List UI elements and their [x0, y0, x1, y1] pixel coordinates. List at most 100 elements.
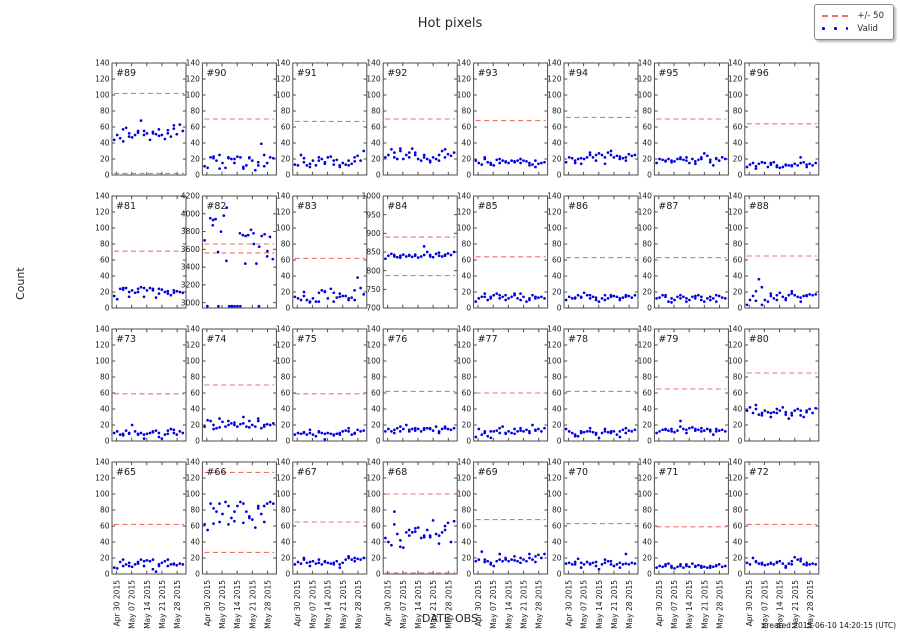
data-point [362, 149, 366, 153]
data-point [175, 433, 179, 436]
data-point [766, 563, 770, 566]
data-point [422, 534, 426, 537]
data-point [492, 293, 496, 297]
data-point [784, 566, 788, 569]
x-tick-label: May 14 2015 [143, 580, 152, 629]
svg-text:950: 950 [366, 210, 381, 219]
data-point [320, 289, 324, 292]
data-point [392, 523, 396, 526]
subplot-67: 0 20 40 60 80 100 120 140 Apr 30 2015 May 07 2015… [276, 458, 368, 629]
data-point [166, 558, 170, 561]
x-tick-label: Apr 30 2015 [112, 580, 121, 627]
x-axis-label: DATE-OBS [422, 612, 478, 625]
svg-text:140: 140 [95, 325, 110, 334]
data-point [227, 423, 230, 427]
data-point [311, 159, 315, 162]
data-point [627, 294, 631, 298]
data-point [705, 154, 709, 158]
data-point [253, 425, 257, 428]
data-point [763, 563, 767, 567]
data-point [335, 432, 339, 436]
svg-text:80: 80 [733, 240, 743, 249]
subplot-label: #67 [297, 467, 317, 478]
svg-text:80: 80 [642, 240, 652, 249]
svg-text:80: 80 [642, 373, 652, 382]
x-tick-label: May 14 2015 [504, 580, 513, 629]
data-point [483, 431, 487, 435]
subplot-label: #75 [297, 334, 317, 345]
subplot-label: #79 [658, 334, 678, 345]
data-point [320, 157, 324, 161]
data-point [419, 430, 423, 433]
subplot-label: #91 [297, 68, 317, 79]
data-point [384, 430, 387, 433]
data-point [766, 165, 770, 169]
data-point [594, 296, 598, 299]
data-point [166, 432, 170, 436]
data-point [483, 156, 487, 159]
svg-text:1000: 1000 [362, 192, 381, 201]
data-point [335, 158, 339, 162]
data-point [784, 298, 788, 302]
svg-text:40: 40 [462, 405, 472, 414]
data-point [431, 519, 435, 522]
data-point [215, 159, 218, 162]
data-point [212, 156, 215, 160]
data-point [784, 413, 788, 416]
data-point [218, 426, 221, 429]
data-point [437, 254, 441, 258]
data-point [805, 165, 809, 169]
svg-text:120: 120 [366, 75, 381, 84]
data-point [603, 162, 607, 166]
data-point [230, 516, 233, 520]
x-tick-label: May 28 2015 [354, 580, 363, 629]
data-point [814, 406, 818, 410]
data-point [757, 277, 761, 281]
subplot-label: #71 [658, 467, 678, 478]
svg-text:40: 40 [552, 139, 562, 148]
data-point [513, 292, 516, 295]
data-point [326, 561, 330, 565]
data-point [271, 257, 275, 261]
data-point [230, 157, 233, 161]
subplot-label: #93 [478, 68, 498, 79]
svg-text:0: 0 [466, 304, 471, 313]
data-point [437, 431, 441, 435]
svg-text:120: 120 [186, 474, 201, 483]
data-point [711, 433, 715, 436]
data-point [573, 433, 577, 436]
data-point [437, 542, 441, 545]
data-point [206, 166, 209, 170]
data-point [624, 426, 628, 430]
svg-text:120: 120 [547, 208, 562, 217]
data-point [227, 523, 230, 526]
data-point [603, 427, 607, 431]
svg-text:100: 100 [95, 490, 110, 499]
data-point [685, 431, 688, 435]
data-point [760, 303, 764, 307]
svg-text:120: 120 [276, 75, 291, 84]
data-point [673, 567, 676, 570]
data-point [495, 158, 499, 162]
svg-text:20: 20 [552, 288, 562, 297]
data-point [483, 558, 487, 561]
data-point [612, 564, 616, 568]
data-point [633, 293, 637, 297]
data-point [720, 156, 724, 159]
svg-text:0: 0 [647, 437, 652, 446]
data-point [227, 156, 230, 159]
svg-text:40: 40 [100, 538, 110, 547]
data-point [314, 300, 318, 303]
x-tick-label: May 07 2015 [489, 580, 498, 629]
data-point [573, 563, 577, 566]
data-point [531, 558, 534, 561]
svg-text:80: 80 [642, 506, 652, 515]
data-point [754, 299, 758, 303]
data-point [790, 292, 794, 295]
data-point [757, 413, 761, 416]
data-point [600, 431, 604, 435]
data-point [139, 431, 143, 435]
svg-text:140: 140 [366, 458, 381, 467]
data-point [124, 126, 128, 130]
data-point [564, 427, 568, 431]
